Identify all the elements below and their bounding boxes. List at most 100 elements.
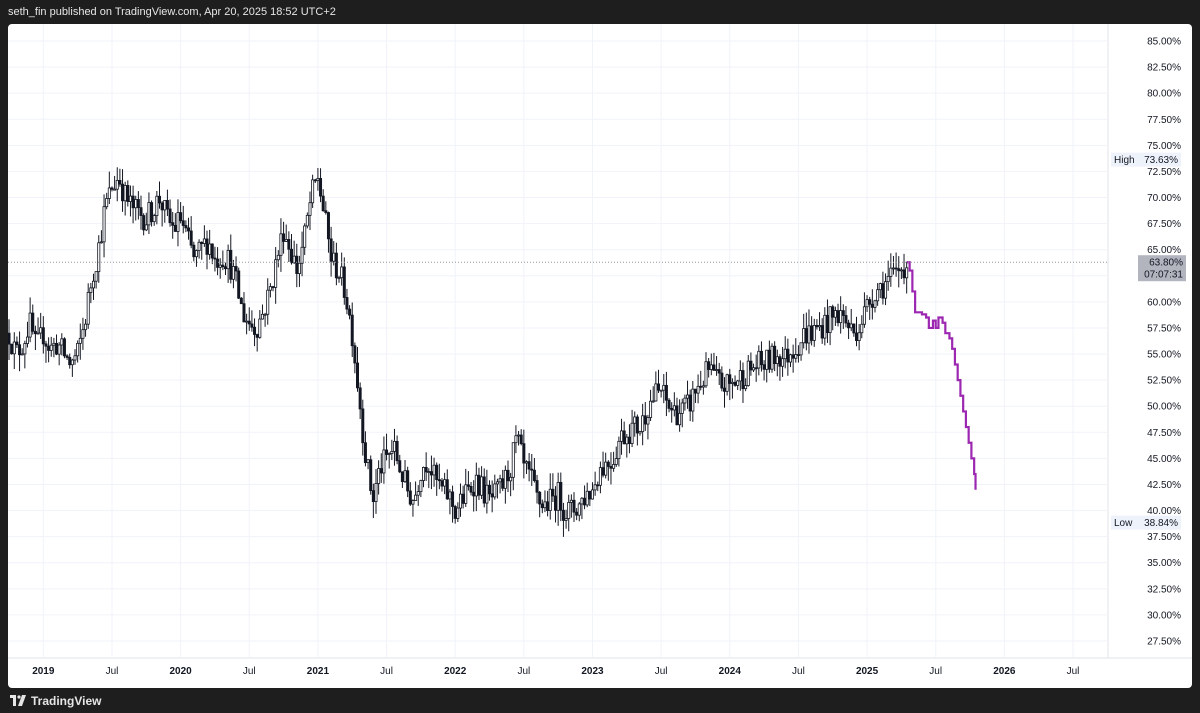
candle-body: [577, 503, 581, 516]
candle-body: [757, 350, 761, 369]
candle: [297, 255, 301, 287]
candle: [485, 469, 489, 514]
candle: [118, 168, 122, 187]
candle-body: [356, 362, 360, 389]
candle: [643, 401, 647, 431]
candle-body: [242, 303, 246, 323]
candle: [134, 195, 138, 221]
candle-body: [514, 435, 518, 444]
candle-body: [469, 486, 473, 493]
candle: [796, 345, 800, 363]
candle-body: [147, 202, 151, 226]
candle-body: [538, 491, 542, 505]
candle-body: [833, 310, 837, 318]
candle: [725, 373, 729, 396]
candle-body: [649, 400, 653, 418]
grid: [8, 24, 1192, 659]
candle-body: [876, 289, 880, 302]
tradingview-logo[interactable]: TradingView: [10, 694, 101, 708]
candle: [870, 289, 874, 320]
candle-body: [812, 324, 816, 341]
candle-body: [638, 431, 642, 434]
candle-body: [326, 212, 330, 240]
candle: [290, 233, 294, 265]
candle-body: [770, 345, 774, 370]
candle-body: [744, 385, 748, 390]
x-tick-label: Jul: [655, 666, 668, 677]
candle-body: [152, 215, 156, 223]
candle: [823, 307, 827, 346]
candle-body: [691, 388, 695, 412]
candle-body: [189, 230, 193, 246]
x-tick-label: 2025: [856, 666, 879, 677]
candle: [543, 490, 547, 513]
candle: [171, 211, 175, 239]
candle-body: [408, 490, 412, 505]
candle: [395, 435, 399, 465]
candle-body: [300, 246, 304, 264]
y-tick-label: 37.50%: [1147, 532, 1181, 543]
candle-body: [165, 200, 169, 210]
candle: [828, 306, 832, 346]
candle-body: [490, 493, 494, 498]
candle-body: [429, 471, 433, 476]
candle-body: [52, 342, 56, 346]
candle: [326, 211, 330, 253]
candle-body: [150, 202, 154, 223]
candle-body: [699, 385, 703, 388]
y-tick-label: 55.00%: [1147, 350, 1181, 361]
candle-body: [271, 286, 275, 289]
candle: [490, 480, 494, 513]
x-tick-label: 2026: [993, 666, 1016, 677]
candle-body: [762, 364, 766, 370]
candle: [316, 167, 320, 191]
candle: [126, 180, 130, 207]
candle: [337, 275, 341, 283]
candle: [612, 451, 616, 472]
candle: [340, 252, 344, 286]
candle: [530, 453, 534, 486]
candle: [427, 468, 431, 489]
candle: [580, 497, 584, 520]
candle-body: [70, 359, 74, 366]
candle-body: [57, 344, 61, 355]
y-tick-label: 67.50%: [1147, 219, 1181, 230]
candle-body: [482, 476, 486, 504]
candle-body: [390, 451, 394, 454]
candle: [812, 318, 816, 347]
candle: [313, 178, 317, 184]
candle-body: [68, 356, 72, 366]
candle-body: [495, 481, 499, 485]
price-chart[interactable]: 85.00% 82.50% 80.00% 77.50% 75.00% 72.50% 70.0…: [8, 24, 1192, 688]
y-tick-label: 40.00%: [1147, 506, 1181, 517]
candle-body: [488, 484, 492, 495]
candle-body: [403, 470, 407, 483]
candle-body: [348, 308, 352, 316]
candle: [284, 224, 288, 243]
candle-body: [601, 467, 605, 476]
candle-body: [308, 202, 312, 216]
candle: [884, 273, 888, 306]
candle-body: [480, 476, 484, 496]
candle-body: [696, 385, 700, 394]
candle-body: [81, 329, 85, 339]
candle: [65, 354, 69, 360]
candle: [231, 259, 235, 289]
candle-body: [878, 283, 882, 291]
candle-body: [371, 490, 375, 502]
candle: [849, 308, 853, 332]
candle: [197, 239, 201, 259]
candle: [379, 453, 383, 483]
candle-body: [76, 342, 80, 357]
candle-body: [107, 187, 111, 199]
candle-body: [564, 518, 568, 521]
chart-panel[interactable]: 85.00% 82.50% 80.00% 77.50% 75.00% 72.50% 70.0…: [8, 24, 1192, 688]
candle-body: [641, 415, 645, 432]
y-axis: 85.00% 82.50% 80.00% 77.50% 75.00% 72.50% 70.0…: [1147, 37, 1181, 648]
candle-body: [511, 442, 515, 478]
candle: [258, 310, 262, 339]
candle-body: [414, 494, 418, 501]
candle: [113, 175, 117, 191]
candle: [546, 490, 550, 517]
candle-body: [823, 314, 827, 339]
